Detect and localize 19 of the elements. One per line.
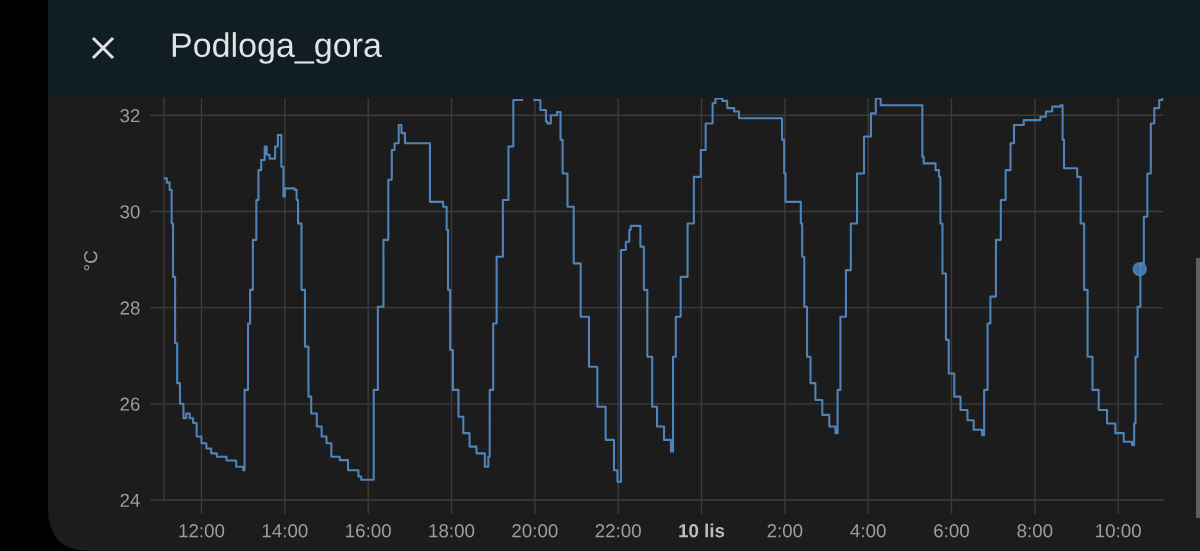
y-tick-label: 26 <box>120 397 140 411</box>
x-tick-label: 16:00 <box>346 524 391 538</box>
y-tick-label: 30 <box>120 205 140 219</box>
x-tick-label: 6:00 <box>934 524 970 538</box>
x-tick-label: 2:00 <box>767 524 803 538</box>
x-tick-label: 14:00 <box>262 524 308 538</box>
x-tick-label: 8:00 <box>1017 524 1053 538</box>
x-tick-label: 20:00 <box>512 524 558 538</box>
y-tick-label: 32 <box>120 109 140 123</box>
x-tick-label: 12:00 <box>179 524 225 538</box>
y-tick-label: 28 <box>120 301 140 315</box>
x-tick-label: 22:00 <box>595 524 641 538</box>
chart-title: Podloga_gora <box>172 32 382 64</box>
x-tick-label: 18:00 <box>429 524 475 538</box>
y-tick-label: 24 <box>120 493 140 507</box>
x-tick-label: 10:00 <box>1096 524 1141 538</box>
x-tick-label: 10 lis <box>679 523 725 538</box>
y-axis-title: °C <box>84 251 98 271</box>
x-tick-label: 4:00 <box>850 524 886 538</box>
